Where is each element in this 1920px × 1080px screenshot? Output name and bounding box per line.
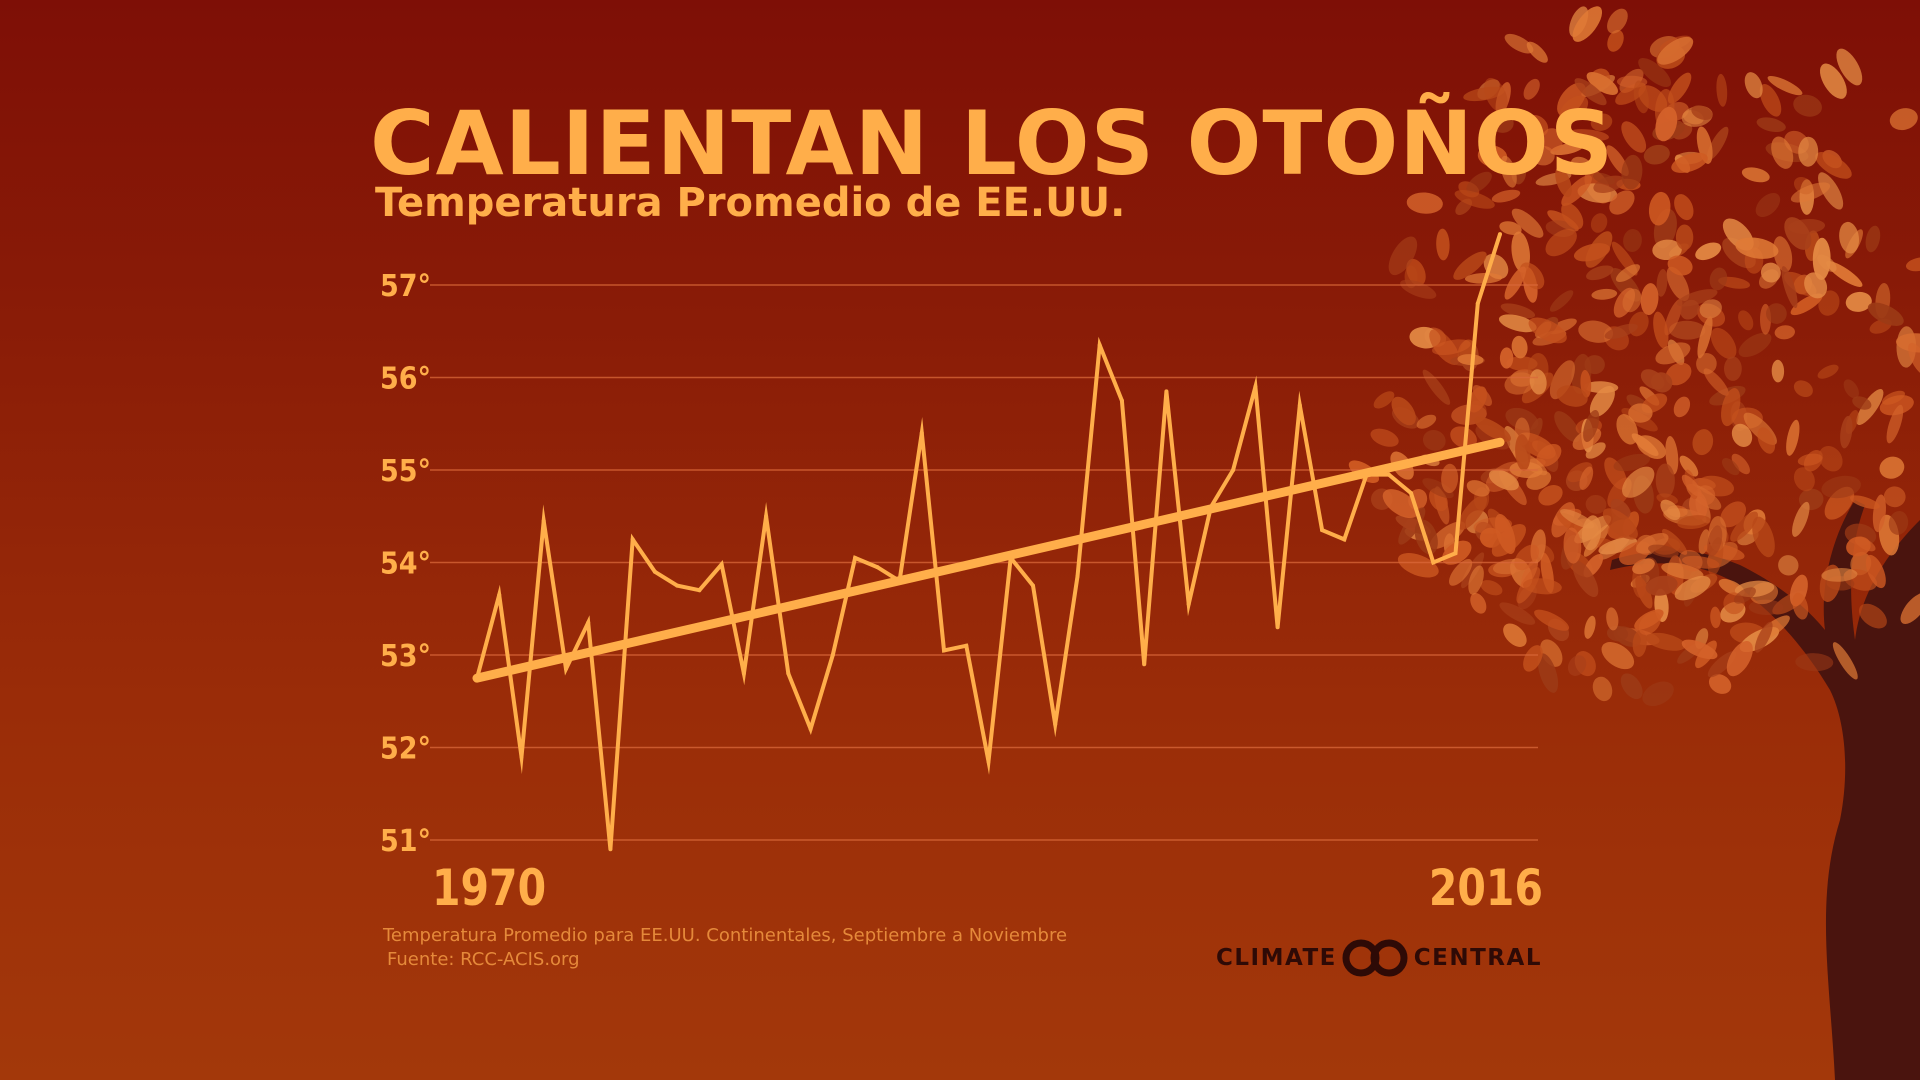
- data-point: [1231, 468, 1236, 472]
- data-point: [1253, 384, 1258, 389]
- source-note-line-2: Fuente: RCC-ACIS.org: [387, 949, 580, 970]
- data-point: [1431, 560, 1436, 565]
- tree-trunk: [1610, 500, 1920, 1080]
- data-point: [808, 727, 813, 731]
- logo-rings-icon: [1342, 939, 1408, 977]
- data-point: [986, 759, 991, 764]
- source-note: Temperatura Promedio para EE.UU. Contine…: [383, 924, 1067, 972]
- data-point: [1186, 602, 1191, 607]
- x-axis-ticks: 1970 2016: [432, 859, 1543, 917]
- data-point: [1097, 343, 1102, 348]
- data-point: [1275, 625, 1280, 630]
- plot-area: [472, 232, 1505, 852]
- source-note-line-1: Temperatura Promedio para EE.UU. Contine…: [383, 925, 1068, 946]
- logo-text-central: CENTRAL: [1413, 945, 1542, 971]
- y-tick-label: 54°: [380, 547, 431, 582]
- data-point: [697, 588, 702, 593]
- temperature-series-line: [475, 233, 1502, 850]
- data-point: [1142, 662, 1147, 667]
- chart-title: CALIENTAN LOS OTOÑOS: [370, 92, 1615, 195]
- gridlines: [430, 284, 1538, 841]
- data-point: [1119, 398, 1124, 403]
- data-point: [786, 671, 791, 676]
- data-point: [586, 620, 591, 625]
- data-point: [1386, 472, 1391, 477]
- x-tick-label: 1970: [432, 859, 546, 917]
- data-point: [652, 569, 657, 574]
- data-point: [964, 643, 969, 648]
- data-point: [875, 565, 880, 570]
- data-point: [1075, 574, 1080, 579]
- data-point: [630, 537, 635, 542]
- y-tick-label: 55°: [380, 454, 431, 489]
- y-tick-label: 52°: [380, 732, 431, 767]
- data-point: [853, 555, 858, 560]
- data-point: [919, 431, 924, 435]
- y-tick-label: 56°: [380, 362, 431, 397]
- climate-central-logo: CLIMATE CENTRAL: [1216, 938, 1542, 978]
- data-point: [675, 583, 680, 588]
- data-point: [1320, 528, 1325, 533]
- data-point: [719, 562, 724, 567]
- data-point: [1409, 491, 1414, 496]
- y-tick-label: 51°: [380, 824, 431, 859]
- data-point: [1475, 301, 1480, 306]
- data-point: [1030, 583, 1035, 588]
- trend-line: [472, 437, 1505, 683]
- data-point: [519, 754, 524, 759]
- data-point: [764, 514, 769, 519]
- data-point: [608, 847, 613, 852]
- y-tick-label: 53°: [380, 639, 431, 674]
- data-point: [1053, 722, 1058, 727]
- data-point: [1164, 389, 1169, 394]
- x-tick-label: 2016: [1429, 859, 1543, 917]
- data-point: [563, 666, 568, 671]
- data-point: [541, 518, 546, 523]
- y-axis-ticks: 51° 52° 53° 54° 55° 56° 57°: [380, 269, 431, 859]
- y-tick-label: 57°: [380, 269, 431, 304]
- chart-subtitle: Temperatura Promedio de EE.UU.: [375, 180, 1126, 226]
- data-point: [741, 671, 746, 676]
- logo-text-climate: CLIMATE: [1216, 945, 1337, 971]
- data-point: [942, 648, 947, 653]
- data-point: [1453, 551, 1458, 556]
- data-point: [830, 653, 835, 657]
- data-point: [1498, 232, 1502, 237]
- data-point: [1297, 403, 1302, 408]
- data-point: [497, 592, 502, 597]
- data-point: [1342, 537, 1347, 542]
